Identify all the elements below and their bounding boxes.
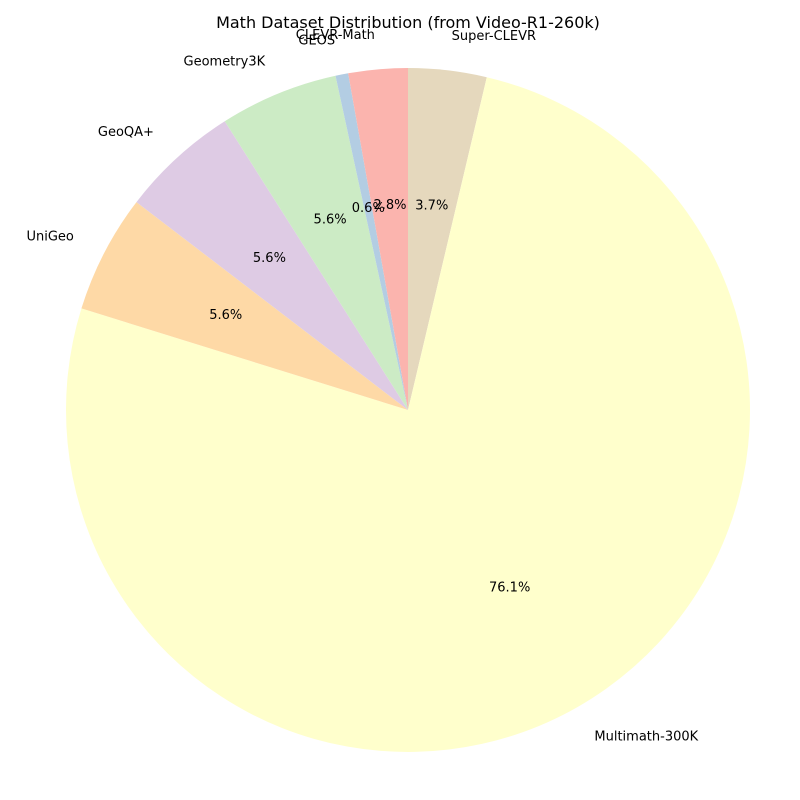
slice-label: Geometry3K: [184, 54, 266, 69]
slice-percent-label: 3.7%: [415, 199, 448, 214]
slice-label: CLEVR-Math: [296, 28, 375, 43]
slice-percent-label: 5.6%: [209, 308, 242, 323]
slice-percent-label: 5.6%: [253, 251, 286, 266]
slice-percent-label: 5.6%: [314, 213, 347, 228]
pie-slice-geometry3k: [224, 75, 408, 411]
slice-label: UniGeo: [26, 230, 73, 245]
pie-slice-geos: [335, 73, 408, 411]
pie-slice-clevr-math: [348, 68, 408, 410]
slice-label: Multimath-300K: [594, 729, 698, 744]
pie-slice-super-clevr: [408, 68, 487, 410]
slice-label: Super-CLEVR: [452, 29, 536, 44]
pie-slice-geoqa-: [136, 121, 409, 410]
slice-percent-label: 0.6%: [352, 201, 385, 216]
pie-slices: [65, 68, 750, 752]
pie-slice-multimath-300k: [65, 77, 750, 752]
slice-percent-label: 2.8%: [373, 198, 406, 213]
slice-percent-label: 76.1%: [489, 581, 530, 596]
slice-label: GeoQA+: [98, 125, 154, 140]
pie-labels: Super-CLEVR 3.7% Multimath-300K 76.1% UniGeo…: [26, 28, 698, 745]
pie-slice-unigeo: [81, 202, 408, 410]
slice-label: GEOS: [298, 33, 335, 48]
chart-title: Math Dataset Distribution (from Video-R1…: [216, 13, 600, 32]
